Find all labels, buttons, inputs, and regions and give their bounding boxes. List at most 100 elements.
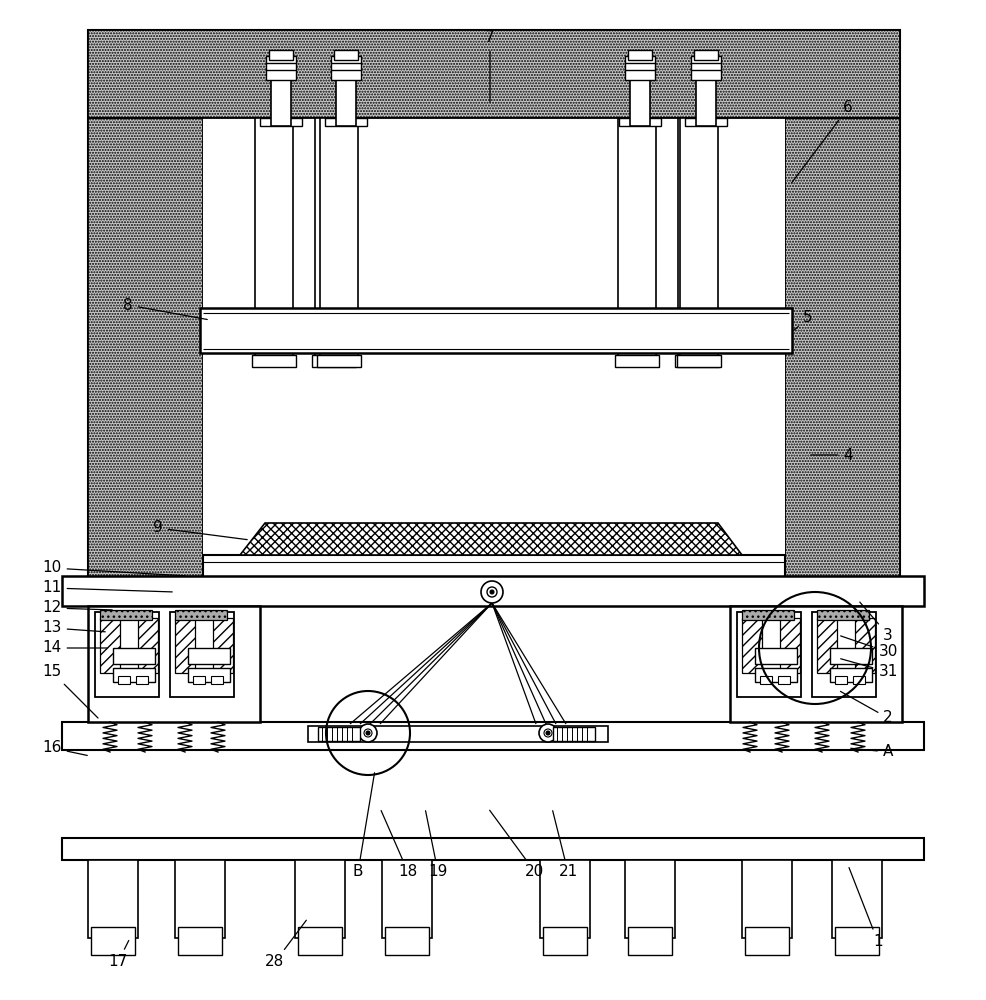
Text: 18: 18 xyxy=(381,811,417,880)
Bar xyxy=(684,118,727,126)
Bar xyxy=(200,308,791,353)
Bar xyxy=(251,355,296,367)
Bar xyxy=(62,576,923,606)
Bar xyxy=(298,927,342,955)
Text: 21: 21 xyxy=(552,811,577,880)
Bar xyxy=(852,676,864,684)
Bar xyxy=(100,618,120,673)
Bar xyxy=(624,62,655,70)
Text: 30: 30 xyxy=(840,636,897,660)
Bar xyxy=(690,62,720,70)
Text: 16: 16 xyxy=(42,740,87,756)
Bar xyxy=(627,927,671,955)
Bar xyxy=(203,555,784,577)
Text: 12: 12 xyxy=(42,600,112,615)
Bar xyxy=(829,648,871,664)
Bar xyxy=(679,118,717,358)
Bar xyxy=(259,118,302,126)
Bar xyxy=(254,118,293,358)
Bar xyxy=(330,56,361,63)
Bar xyxy=(88,118,203,578)
Bar xyxy=(741,860,791,938)
Bar xyxy=(170,612,234,697)
Text: 28: 28 xyxy=(265,920,306,970)
Bar xyxy=(312,355,356,367)
Text: 3: 3 xyxy=(859,602,892,643)
Text: 17: 17 xyxy=(108,940,128,970)
Text: 11: 11 xyxy=(42,580,172,595)
Circle shape xyxy=(489,590,494,594)
Bar xyxy=(62,722,923,750)
Polygon shape xyxy=(240,523,741,555)
Bar xyxy=(333,50,358,60)
Text: 1: 1 xyxy=(848,868,881,950)
Bar xyxy=(385,927,429,955)
Circle shape xyxy=(480,581,503,603)
Bar xyxy=(271,78,291,126)
Bar xyxy=(618,118,661,126)
Bar xyxy=(834,927,879,955)
Circle shape xyxy=(486,587,497,597)
Text: 13: 13 xyxy=(42,620,106,636)
Bar xyxy=(324,118,367,126)
Bar xyxy=(744,927,788,955)
Circle shape xyxy=(366,731,370,735)
Text: 19: 19 xyxy=(425,811,448,880)
Bar xyxy=(382,860,432,938)
Bar xyxy=(266,56,296,63)
Bar xyxy=(266,62,296,70)
Bar xyxy=(741,618,761,673)
Bar xyxy=(754,668,796,682)
Text: 10: 10 xyxy=(42,560,185,576)
Bar xyxy=(187,668,230,682)
Bar xyxy=(676,355,720,367)
Text: 8: 8 xyxy=(123,298,207,319)
Circle shape xyxy=(545,731,549,735)
Bar xyxy=(138,618,158,673)
Bar xyxy=(193,676,205,684)
Bar xyxy=(335,78,356,126)
Bar xyxy=(118,676,130,684)
Bar xyxy=(100,610,152,620)
Bar xyxy=(187,648,230,664)
Bar xyxy=(542,927,587,955)
Bar xyxy=(175,610,227,620)
Circle shape xyxy=(359,724,377,742)
Text: 6: 6 xyxy=(791,101,852,183)
Bar xyxy=(614,355,659,367)
Bar xyxy=(811,612,876,697)
Bar xyxy=(624,56,655,63)
Bar xyxy=(211,676,223,684)
Bar xyxy=(330,68,361,80)
Text: 9: 9 xyxy=(153,520,247,540)
Bar xyxy=(624,68,655,80)
Bar xyxy=(674,355,718,367)
Text: 2: 2 xyxy=(839,691,892,726)
Bar xyxy=(295,860,345,938)
Text: 20: 20 xyxy=(489,810,544,880)
Text: 14: 14 xyxy=(42,641,107,656)
Bar xyxy=(88,606,259,722)
Bar xyxy=(552,727,595,741)
Bar xyxy=(88,30,899,118)
Bar xyxy=(330,62,361,70)
Bar xyxy=(816,618,836,673)
Text: B: B xyxy=(352,773,374,880)
Bar xyxy=(317,727,360,741)
Bar xyxy=(91,927,135,955)
Bar xyxy=(854,618,875,673)
Bar xyxy=(62,838,923,860)
Bar xyxy=(831,860,881,938)
Bar xyxy=(95,612,159,697)
Bar xyxy=(754,648,796,664)
Bar xyxy=(112,648,155,664)
Bar xyxy=(829,668,871,682)
Bar xyxy=(834,676,846,684)
Bar xyxy=(203,118,784,578)
Bar xyxy=(695,78,715,126)
Text: 4: 4 xyxy=(810,448,852,462)
Bar xyxy=(730,606,901,722)
Bar xyxy=(177,927,222,955)
Circle shape xyxy=(538,724,556,742)
Bar xyxy=(690,56,720,63)
